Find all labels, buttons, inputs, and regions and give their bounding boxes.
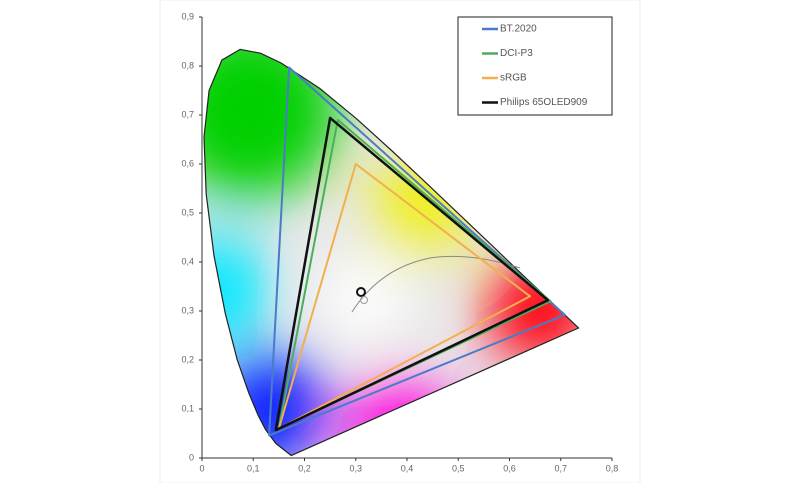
x-tick-label: 0,2 [298, 463, 311, 473]
gamut-triangle [274, 116, 550, 432]
y-tick-label: 0,4 [181, 256, 194, 266]
y-tick-label: 0,1 [181, 403, 194, 413]
d65-point [360, 296, 368, 304]
x-tick-label: 0,3 [349, 463, 362, 473]
y-tick-label: 0,2 [181, 354, 194, 364]
white-point [356, 287, 366, 297]
legend-label: DCI-P3 [500, 48, 533, 59]
gamut-triangle [277, 163, 531, 430]
legend-label: Philips 65OLED909 [500, 97, 588, 108]
y-tick-label: 0,8 [181, 60, 194, 70]
y-tick-label: 0,9 [181, 11, 194, 21]
legend-label: BT.2020 [500, 24, 537, 35]
x-tick-label: 0,4 [401, 463, 414, 473]
legend: BT.2020 DCI-P3 sRGB Philips 65OLED909 [457, 16, 613, 116]
spectral-locus [203, 48, 580, 457]
x-tick-label: 0 [199, 463, 204, 473]
legend-box [457, 16, 613, 116]
x-tick-label: 0,6 [503, 463, 516, 473]
x-tick-label: 0,8 [606, 463, 619, 473]
x-tick-label: 0,7 [554, 463, 567, 473]
legend-label: sRGB [500, 73, 527, 84]
x-tick-label: 0,5 [452, 463, 465, 473]
y-tick-label: 0,5 [181, 207, 194, 217]
planckian-locus [351, 255, 521, 313]
y-tick-label: 0 [189, 452, 194, 462]
y-tick-label: 0,7 [181, 109, 194, 119]
y-tick-label: 0,6 [181, 158, 194, 168]
gamut-triangle [268, 66, 566, 437]
gamuts [268, 66, 566, 437]
x-tick-label: 0,1 [247, 463, 260, 473]
y-tick-label: 0,3 [181, 305, 194, 315]
